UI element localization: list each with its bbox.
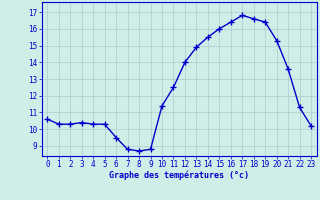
X-axis label: Graphe des températures (°c): Graphe des températures (°c) <box>109 171 249 180</box>
